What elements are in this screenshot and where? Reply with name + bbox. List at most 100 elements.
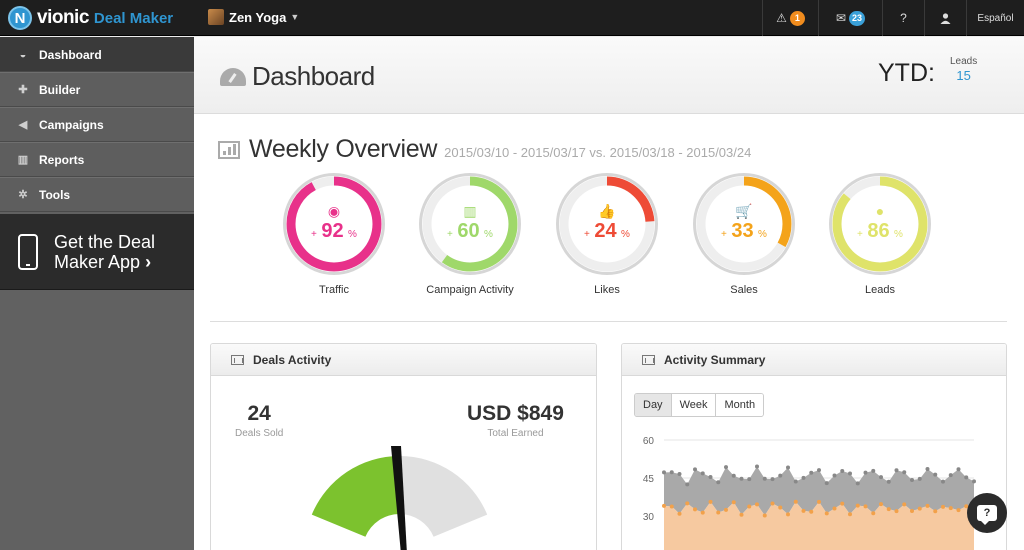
top-nav: ⚠ 1 ✉ 23 ? Español bbox=[762, 0, 1024, 36]
series-point-upper bbox=[840, 468, 845, 473]
series-point-lower bbox=[793, 499, 798, 504]
bar-chart-icon bbox=[231, 354, 244, 365]
help-button[interactable]: ? bbox=[882, 0, 924, 36]
series-point-lower bbox=[708, 499, 713, 504]
tab-day[interactable]: Day bbox=[635, 394, 672, 416]
chevron-down-icon: ▼ bbox=[290, 12, 300, 22]
plus-icon: ✚ bbox=[18, 84, 28, 96]
sidebar-item-tools[interactable]: ✲ Tools bbox=[0, 177, 194, 212]
gauge-ring bbox=[693, 173, 795, 275]
product-name: Deal Maker bbox=[93, 9, 174, 27]
series-point-lower bbox=[685, 501, 690, 506]
ytd-leads-value: 15 bbox=[956, 68, 971, 83]
globe-icon: ◉ bbox=[327, 203, 341, 219]
chat-bubble-question-icon: ? bbox=[977, 505, 997, 525]
sidebar-item-reports[interactable]: ▥ Reports bbox=[0, 142, 194, 177]
series-point-lower bbox=[770, 501, 775, 506]
series-point-lower bbox=[855, 503, 860, 508]
sidebar-item-label: Tools bbox=[39, 187, 71, 202]
sidebar-item-dashboard[interactable]: ◒ Dashboard bbox=[0, 37, 194, 72]
gauge-sales[interactable]: 🛒 + 33 % Sales bbox=[692, 172, 796, 302]
ytd-leads-label: Leads bbox=[950, 56, 978, 67]
gauge-ring bbox=[419, 173, 521, 275]
top-bar: N vionic Deal Maker Zen Yoga ▼ ⚠ 1 ✉ 23 … bbox=[0, 0, 1024, 36]
deals-activity-header: Deals Activity bbox=[211, 344, 596, 376]
y-tick-label: 45 bbox=[643, 474, 655, 485]
user-menu-button[interactable] bbox=[924, 0, 966, 36]
series-point-lower bbox=[902, 502, 907, 507]
sidebar-item-label: Reports bbox=[39, 152, 85, 167]
series-point-upper bbox=[879, 475, 883, 480]
series-point-upper bbox=[809, 470, 814, 475]
series-point-upper bbox=[762, 476, 767, 481]
gauge-campaign-activity[interactable]: ▥ + 60 % Campaign Activity bbox=[418, 172, 522, 302]
series-point-upper bbox=[677, 472, 682, 477]
deals-activity-title: Deals Activity bbox=[253, 352, 332, 367]
series-point-upper bbox=[917, 476, 922, 481]
app-logo[interactable]: N vionic Deal Maker bbox=[8, 6, 173, 30]
get-app-promo[interactable]: Get the Deal Maker App › bbox=[0, 214, 194, 290]
series-point-lower bbox=[731, 500, 736, 505]
chevron-right-icon: › bbox=[145, 251, 152, 272]
cart-icon: 🛒 bbox=[735, 203, 753, 219]
tab-week[interactable]: Week bbox=[671, 394, 717, 416]
activity-summary-title: Activity Summary bbox=[664, 352, 766, 367]
series-point-lower bbox=[786, 512, 790, 517]
gauge-likes[interactable]: 👍 + 24 % Likes bbox=[555, 172, 659, 302]
deals-sold-value: 24 bbox=[247, 402, 271, 425]
sidebar-item-campaigns[interactable]: ◀ Campaigns bbox=[0, 107, 194, 142]
gauge-traffic[interactable]: ◉ + 92 % Traffic bbox=[282, 172, 386, 302]
series-point-upper bbox=[832, 473, 837, 478]
messages-button[interactable]: ✉ 23 bbox=[818, 0, 882, 36]
tab-month[interactable]: Month bbox=[716, 394, 764, 416]
section-divider bbox=[210, 321, 1007, 322]
series-point-upper bbox=[948, 473, 953, 478]
language-toggle[interactable]: Español bbox=[966, 0, 1024, 36]
series-point-upper bbox=[871, 468, 876, 473]
series-point-lower bbox=[669, 504, 674, 509]
gauge-leads[interactable]: ● + 86 % Leads bbox=[828, 172, 932, 302]
series-band-lower bbox=[664, 501, 974, 550]
series-point-upper bbox=[933, 472, 938, 477]
alerts-button[interactable]: ⚠ 1 bbox=[762, 0, 818, 36]
series-point-upper bbox=[925, 466, 930, 471]
series-point-lower bbox=[956, 508, 961, 513]
series-point-upper bbox=[863, 470, 868, 475]
account-switcher[interactable]: Zen Yoga ▼ bbox=[208, 9, 299, 25]
bar-chart-icon: ▥ bbox=[17, 154, 29, 166]
help-chat-button[interactable]: ? bbox=[967, 493, 1007, 533]
series-point-upper bbox=[778, 473, 783, 478]
series-point-lower bbox=[832, 506, 837, 511]
gauge-value: ● + 86 % bbox=[828, 204, 932, 243]
gauge-value: ▥ + 60 % bbox=[418, 204, 522, 243]
series-point-lower bbox=[724, 507, 728, 512]
weekly-overview-range: 2015/03/10 - 2015/03/17 vs. 2015/03/18 -… bbox=[444, 145, 752, 160]
brand-name: vionic bbox=[37, 7, 89, 28]
smartphone-icon bbox=[18, 233, 38, 270]
total-earned-label: Total Earned bbox=[487, 428, 544, 439]
series-point-lower bbox=[700, 510, 705, 515]
series-point-lower bbox=[886, 507, 891, 512]
page-header: Dashboard YTD: Leads 15 bbox=[194, 37, 1024, 114]
series-point-lower bbox=[747, 504, 752, 509]
activity-summary-chart: 60 45 30 bbox=[643, 436, 976, 550]
sidebar-item-builder[interactable]: ✚ Builder bbox=[0, 72, 194, 107]
get-app-text: Get the Deal Maker App › bbox=[54, 232, 155, 272]
gauge-label: Leads bbox=[865, 284, 895, 296]
series-point-lower bbox=[933, 509, 938, 514]
question-icon: ? bbox=[900, 11, 907, 25]
y-tick-label: 60 bbox=[643, 436, 655, 447]
series-point-upper bbox=[956, 467, 961, 472]
total-earned-value: USD $849 bbox=[467, 402, 564, 425]
series-point-upper bbox=[755, 464, 759, 469]
series-point-lower bbox=[863, 504, 868, 509]
series-point-lower bbox=[871, 511, 876, 516]
series-point-lower bbox=[848, 512, 852, 517]
series-point-upper bbox=[972, 479, 976, 484]
ytd-label: YTD: bbox=[878, 59, 935, 87]
thumbs-up-icon: 👍 bbox=[598, 203, 616, 219]
series-point-upper bbox=[770, 477, 775, 482]
ytd-leads-stat: Leads 15 bbox=[950, 56, 977, 83]
series-point-upper bbox=[662, 470, 666, 475]
warning-icon: ⚠ bbox=[776, 11, 787, 25]
